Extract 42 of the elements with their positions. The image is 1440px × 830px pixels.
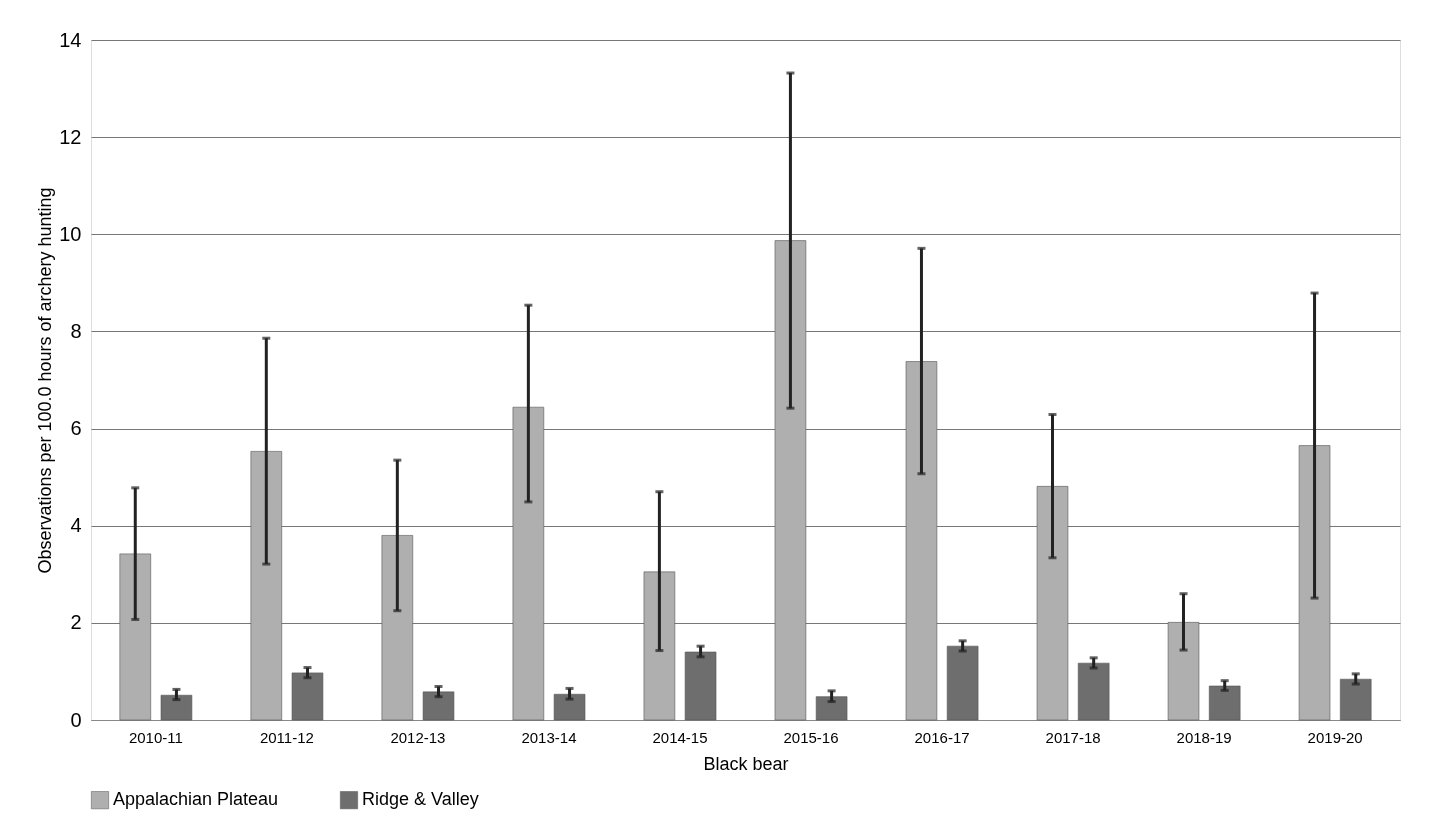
bar [512,406,545,721]
bar [1167,622,1200,721]
bar [1208,685,1241,721]
y-tick-label: 14 [59,28,82,51]
y-tick-label: 8 [70,319,82,342]
legend-label: Ridge & Valley [362,789,479,810]
y-tick-label: 4 [70,514,82,537]
bar [643,571,676,721]
bar [774,240,807,721]
bar [291,672,324,721]
bar [1339,678,1372,721]
y-tick-label: 10 [59,222,82,245]
x-tick-label: 2019-20 [1307,728,1363,746]
x-tick-label: 2013-14 [521,728,577,746]
bar [1036,486,1069,721]
bar [160,694,193,721]
x-tick-label: 2015-16 [783,728,839,746]
bar [553,693,586,721]
bar [250,451,283,721]
bar [381,535,414,721]
x-axis-title: Black bear [703,753,789,774]
y-tick-label: 0 [70,708,82,731]
y-tick-label: 6 [70,417,82,440]
x-tick-label: 2011-12 [259,728,314,746]
y-axis-title: Observations per 100.0 hours of archery hunting [35,187,56,574]
bar [1077,662,1110,721]
x-tick-label: 2012-13 [390,728,446,746]
x-tick-label: 2018-19 [1176,728,1232,746]
bar [119,553,152,721]
bar [815,696,848,721]
x-tick-label: 2016-17 [914,728,970,746]
legend-label: Appalachian Plateau [113,789,279,810]
bar [422,691,455,721]
y-tick-label: 12 [59,125,82,148]
x-tick-label: 2017-18 [1045,728,1101,746]
bar [905,361,938,721]
bar [684,651,717,721]
y-tick-label: 2 [70,611,82,634]
x-tick-label: 2014-15 [652,728,708,746]
bar [1298,445,1331,721]
x-tick-label: 2010-11 [128,728,183,746]
bar [946,645,979,721]
